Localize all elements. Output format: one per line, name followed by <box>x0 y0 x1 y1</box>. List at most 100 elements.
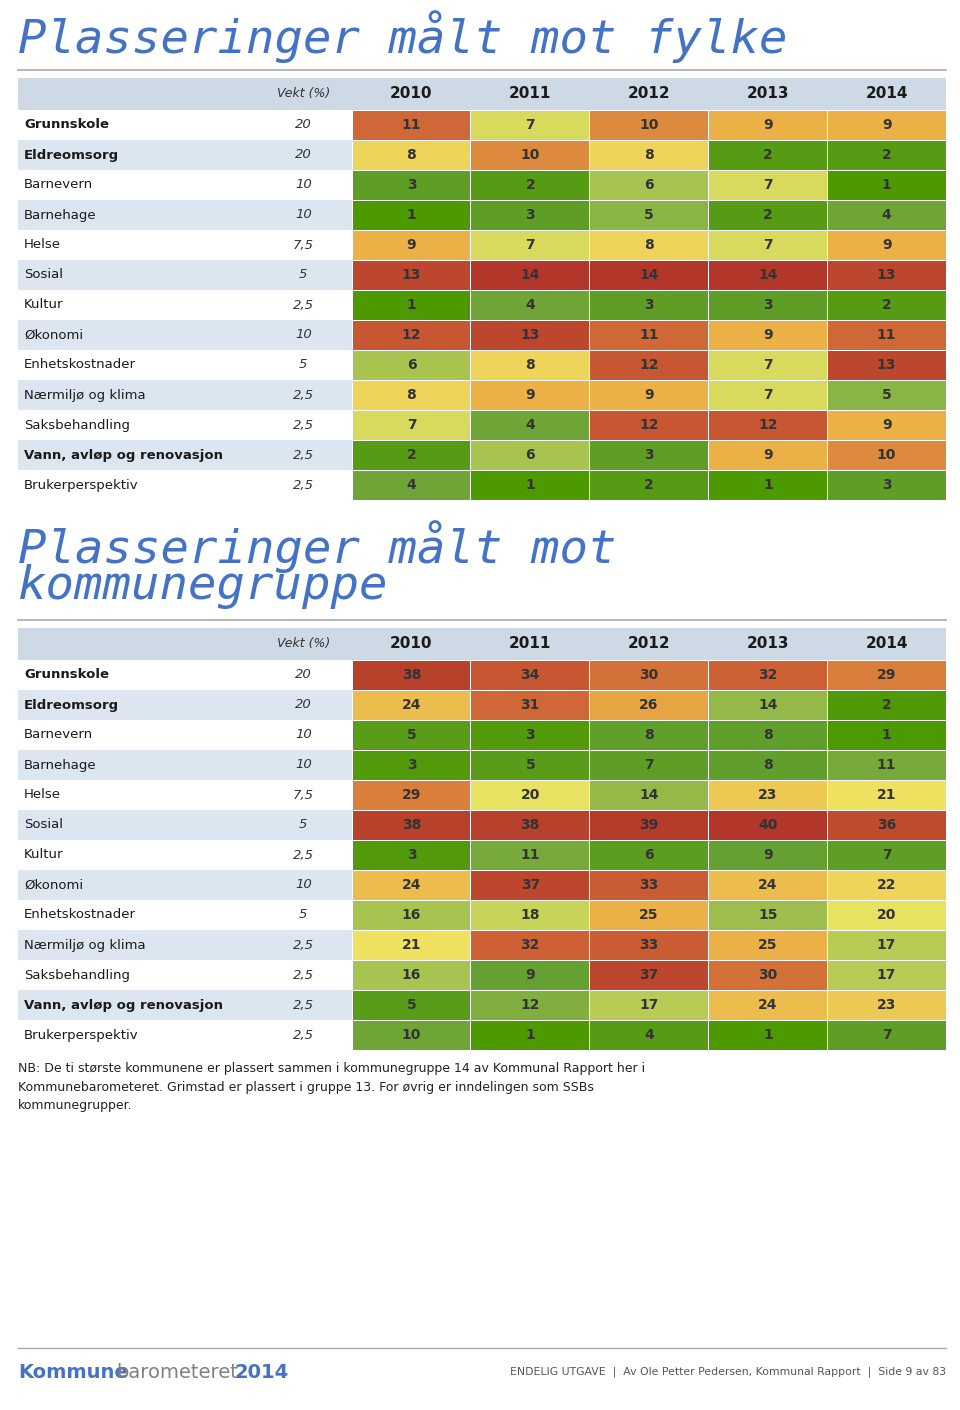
Text: 20: 20 <box>295 148 312 162</box>
Text: 12: 12 <box>639 358 659 372</box>
Bar <box>708 721 827 750</box>
Text: 11: 11 <box>639 329 659 343</box>
Bar <box>828 440 946 470</box>
Text: 3: 3 <box>644 298 654 312</box>
Text: 21: 21 <box>876 788 897 802</box>
Text: 13: 13 <box>876 268 897 282</box>
Bar <box>471 200 589 230</box>
Text: 14: 14 <box>758 698 778 712</box>
Text: 1: 1 <box>763 1028 773 1042</box>
Bar <box>471 171 589 199</box>
Text: 10: 10 <box>295 759 312 771</box>
Text: 11: 11 <box>401 118 421 133</box>
Bar <box>18 990 352 1019</box>
Text: Grunnskole: Grunnskole <box>24 668 109 681</box>
Text: 8: 8 <box>407 148 417 162</box>
Bar <box>708 320 827 350</box>
Text: 17: 17 <box>876 969 897 981</box>
Bar <box>471 230 589 259</box>
Bar <box>18 660 352 689</box>
Text: 20: 20 <box>876 908 897 922</box>
Text: Grunnskole: Grunnskole <box>24 118 109 131</box>
Bar <box>828 261 946 289</box>
Bar <box>471 351 589 379</box>
Bar <box>18 809 352 840</box>
Text: 1: 1 <box>525 1028 535 1042</box>
Text: 7,5: 7,5 <box>293 788 314 801</box>
Text: 9: 9 <box>644 388 654 402</box>
Text: 7: 7 <box>763 238 773 252</box>
Text: 8: 8 <box>763 759 773 773</box>
Text: ENDELIG UTGAVE  |  Av Ole Petter Pedersen, Kommunal Rapport  |  Side 9 av 83: ENDELIG UTGAVE | Av Ole Petter Pedersen,… <box>510 1366 946 1378</box>
Text: Helse: Helse <box>24 238 61 251</box>
Text: 3: 3 <box>525 728 535 742</box>
Text: 9: 9 <box>763 329 773 343</box>
Bar <box>18 290 352 320</box>
Bar <box>471 931 589 959</box>
Text: 34: 34 <box>520 668 540 682</box>
Text: 14: 14 <box>639 268 659 282</box>
Bar <box>590 691 708 719</box>
Bar <box>590 200 708 230</box>
Text: Enhetskostnader: Enhetskostnader <box>24 358 136 371</box>
Bar <box>352 230 470 259</box>
Bar <box>352 381 470 409</box>
Bar <box>352 811 470 839</box>
Text: 5: 5 <box>407 728 417 742</box>
Bar <box>18 900 352 931</box>
Text: 2,5: 2,5 <box>293 939 314 952</box>
Bar <box>590 901 708 929</box>
Bar <box>471 781 589 809</box>
Text: 23: 23 <box>758 788 778 802</box>
Bar <box>471 990 589 1019</box>
Text: 9: 9 <box>525 969 535 981</box>
Text: 11: 11 <box>520 847 540 862</box>
Text: 25: 25 <box>639 908 659 922</box>
Bar <box>471 261 589 289</box>
Text: 24: 24 <box>758 878 778 893</box>
Text: Barnehage: Barnehage <box>24 209 97 221</box>
Bar <box>708 290 827 320</box>
Text: 12: 12 <box>639 417 659 431</box>
Bar <box>471 750 589 780</box>
Bar <box>590 171 708 199</box>
Bar <box>18 470 352 501</box>
Text: 9: 9 <box>763 448 773 462</box>
Text: 2010: 2010 <box>390 636 433 651</box>
Bar <box>828 471 946 499</box>
Bar <box>18 381 352 410</box>
Text: 10: 10 <box>402 1028 421 1042</box>
Bar <box>590 990 708 1019</box>
Bar <box>590 230 708 259</box>
Text: 2: 2 <box>763 148 773 162</box>
Text: 3: 3 <box>525 209 535 221</box>
Text: 10: 10 <box>520 148 540 162</box>
Text: 2,5: 2,5 <box>293 448 314 461</box>
Text: 10: 10 <box>295 729 312 742</box>
Bar <box>590 870 708 900</box>
Text: Vekt (%): Vekt (%) <box>276 87 330 100</box>
Bar <box>471 901 589 929</box>
Bar <box>18 230 352 259</box>
Text: Nærmiljø og klima: Nærmiljø og klima <box>24 389 146 402</box>
Text: 30: 30 <box>639 668 659 682</box>
Bar <box>18 840 352 870</box>
Bar <box>590 440 708 470</box>
Text: 2,5: 2,5 <box>293 419 314 431</box>
Text: 7: 7 <box>882 1028 892 1042</box>
Text: 11: 11 <box>876 329 897 343</box>
Bar <box>471 141 589 169</box>
Bar <box>352 931 470 959</box>
Bar <box>471 721 589 750</box>
Bar <box>828 200 946 230</box>
Text: 37: 37 <box>639 969 659 981</box>
Text: 4: 4 <box>644 1028 654 1042</box>
Bar <box>828 171 946 199</box>
Text: 1: 1 <box>881 178 892 192</box>
Text: 40: 40 <box>758 818 778 832</box>
Bar <box>352 410 470 440</box>
Bar <box>352 990 470 1019</box>
Bar <box>352 320 470 350</box>
Bar <box>471 1021 589 1049</box>
Text: barometeret: barometeret <box>116 1362 238 1382</box>
